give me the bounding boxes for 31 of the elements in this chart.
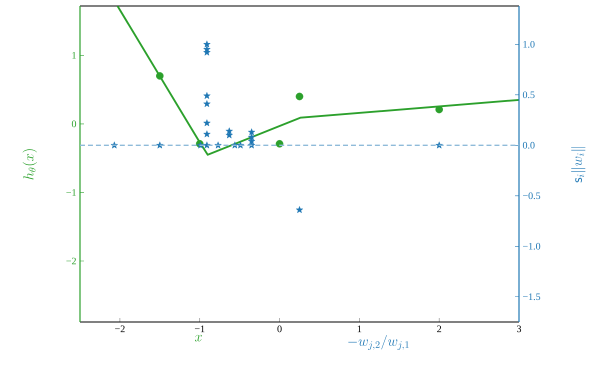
point	[296, 92, 304, 100]
line-series	[116, 6, 519, 156]
point	[203, 40, 211, 48]
point	[203, 119, 211, 126]
x-tick-label: 1	[358, 326, 362, 332]
y2-tick-label: −1.0	[523, 242, 540, 250]
y-axis-title: $h_\theta(x)$	[22, 149, 37, 180]
y2-tick-label: −1.5	[523, 293, 540, 300]
point	[296, 206, 304, 214]
point	[156, 72, 164, 80]
y2-tick-label: 0.0	[522, 142, 535, 149]
y2-tick-label: 0.5	[522, 91, 535, 98]
point	[203, 92, 211, 99]
point	[435, 106, 443, 114]
point	[248, 128, 256, 136]
x-tick-label: −1	[194, 326, 204, 332]
y-tick-label: −1	[66, 189, 76, 196]
y-tick-label: 0	[72, 120, 76, 128]
y-tick-label: 1	[72, 52, 76, 59]
text: $-w_{j,2}/w_{j,1}$	[348, 335, 409, 350]
x-tick-label: 0	[277, 326, 282, 332]
y2-tick-label: −0.5	[523, 192, 540, 200]
x-tick-label: −2	[115, 326, 125, 332]
point	[203, 130, 211, 138]
x-axis-title: $x$	[194, 334, 202, 342]
point	[203, 100, 211, 108]
y2-axis-title: $\mathsf{s}_i\|w_i\|$	[571, 147, 586, 182]
x-tick-label: 3	[516, 326, 522, 332]
y-tick-label: −2	[66, 258, 76, 264]
y2-tick-label: 1.0	[523, 40, 535, 48]
x-tick-label: 2	[437, 326, 442, 332]
